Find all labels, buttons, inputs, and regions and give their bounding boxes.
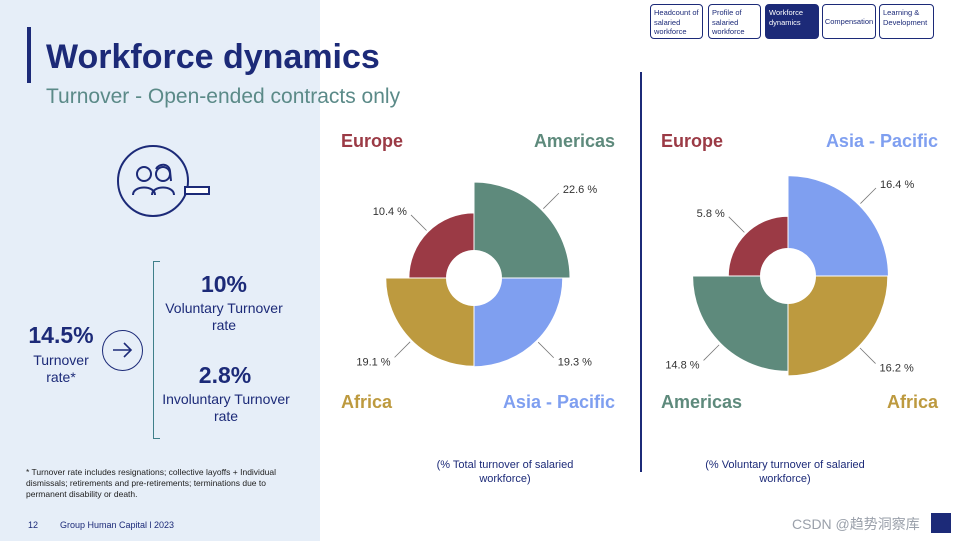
chart1-corner-americas: Americas: [533, 131, 615, 151]
involuntary-turnover-label: Involuntary Turnover rate: [162, 391, 290, 424]
chart1-center-hole: [446, 250, 502, 306]
chart1-slice-africa: [385, 277, 475, 367]
tab-compensation[interactable]: Compensation: [822, 4, 876, 39]
chart1-leader-line: [410, 214, 427, 231]
chart2-slice-americas: [692, 275, 789, 372]
total-turnover-label: Turnover rate*: [33, 352, 89, 385]
left-panel: [0, 0, 320, 541]
chart1-slice-asia-pacific: [473, 277, 564, 368]
chart1-leader-line: [537, 341, 555, 359]
arrow-right-icon: [102, 330, 143, 371]
page-number: 12: [28, 520, 39, 530]
page-subtitle: Turnover - Open-ended contracts only: [46, 85, 401, 108]
chart2-slice-africa: [787, 275, 889, 377]
chart2-data-label: 5.8 %: [697, 208, 725, 220]
badge-icon: [184, 186, 210, 195]
people-icon: [117, 145, 189, 217]
chart2-leader-line: [703, 344, 720, 361]
chart1-corner-africa: Africa: [341, 392, 393, 412]
chart1-corner-asia-pacific: Asia - Pacific: [502, 392, 615, 412]
chart2-corner-europe: Europe: [661, 131, 724, 151]
tab-learning-development[interactable]: Learning & Development: [879, 4, 934, 39]
kpi-bracket: [153, 261, 160, 439]
voluntary-turnover-value: 10%: [200, 271, 248, 297]
involuntary-turnover-value: 2.8%: [198, 362, 252, 388]
footnote: * Turnover rate includes resignations; c…: [26, 467, 277, 499]
chart1-caption: (% Total turnover of salaried workforce): [436, 459, 574, 485]
chart1-corner-europe: Europe: [341, 131, 404, 151]
chart2-caption: (% Voluntary turnover of salaried workfo…: [705, 459, 865, 485]
chart2-corner-africa: Africa: [886, 392, 938, 412]
chart2-leader-line: [859, 347, 876, 364]
title-accent-bar: [27, 27, 31, 83]
chart2-leader-line: [728, 216, 745, 233]
chart1-data-label: 19.1 %: [356, 356, 390, 368]
corner-logo-icon: [931, 513, 951, 533]
tab-profile[interactable]: Profile of salaried workforce: [708, 4, 761, 39]
watermark: CSDN @趋势洞察库: [792, 516, 920, 532]
chart2-data-label: 16.4 %: [880, 179, 914, 191]
chart1-data-label: 10.4 %: [373, 206, 407, 218]
chart2-corner-americas: Americas: [661, 392, 743, 412]
voluntary-turnover-label: Voluntary Turnover rate: [165, 300, 283, 333]
chart1-leader-line: [394, 341, 411, 358]
tab-workforce-dynamics[interactable]: Workforce dynamics: [765, 4, 819, 39]
chart2-leader-line: [860, 187, 877, 204]
chart1-slice-americas: [473, 181, 571, 279]
total-turnover-value: 14.5%: [28, 322, 94, 348]
page-title: Workforce dynamics: [46, 38, 380, 76]
chart-divider: [640, 72, 642, 472]
chart2-slice-asia-pacific: [787, 175, 889, 277]
chart1-leader-line: [543, 192, 560, 209]
footer-text: Group Human Capital l 2023: [60, 520, 175, 530]
tab-headcount[interactable]: Headcount of salaried workforce: [650, 4, 703, 39]
chart2-data-label: 16.2 %: [880, 363, 914, 375]
chart2-data-label: 14.8 %: [665, 359, 699, 371]
chart2-center-hole: [760, 248, 816, 304]
chart1-data-label: 19.3 %: [558, 357, 592, 369]
chart1-data-label: 22.6 %: [563, 184, 597, 196]
chart2-corner-asia-pacific: Asia - Pacific: [825, 131, 938, 151]
